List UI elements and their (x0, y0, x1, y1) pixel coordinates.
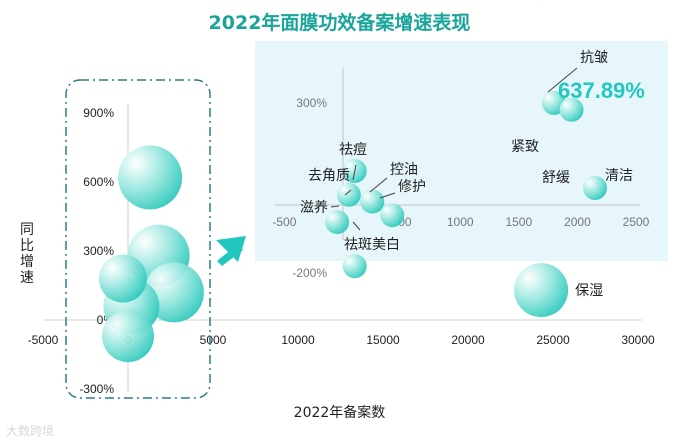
inset-x-tick-label: 1000 (447, 215, 474, 229)
bubble-main-point (102, 310, 154, 363)
inset-point-label: 滋养 (300, 200, 328, 216)
bubble-baoshi (514, 263, 569, 318)
inset-point-label: 修护 (398, 179, 426, 195)
inset-point-label: 抗皱 (580, 50, 608, 66)
inset-x-tick-label: -500 (272, 215, 296, 229)
zoom-arrow (216, 236, 246, 266)
inset-bubble-point (360, 189, 385, 214)
inset-point-label: 清洁 (605, 168, 633, 184)
bubble-label: 保湿 (575, 283, 603, 299)
y-axis-label: 同比增速 (20, 222, 34, 286)
inset-bubble-point (325, 210, 350, 234)
chart-title: 2022年面膜功效备案增速表现 (208, 12, 471, 34)
inset-y-tick-label: -200% (292, 266, 327, 280)
x-tick-label: 20000 (451, 333, 485, 347)
inset-bubble-point (336, 182, 361, 207)
x-tick-label: 15000 (366, 333, 400, 347)
inset-point-label: 控油 (390, 162, 418, 178)
watermark: 大数跨境 (6, 424, 55, 438)
x-tick-label: 25000 (536, 333, 570, 347)
inset-bubble-point (582, 176, 607, 200)
inset-panel (255, 41, 668, 261)
inset-point-label: 紧致 (511, 139, 539, 155)
bubble-main-point (118, 145, 183, 210)
inset-y-tick-label: 300% (296, 96, 327, 110)
inset-point-label: 去角质 (308, 168, 350, 184)
inset-point-label: 祛斑美白 (344, 237, 400, 253)
inset-bubble-point (380, 203, 405, 228)
x-tick-label: -5000 (28, 333, 59, 347)
y-tick-label: 900% (83, 106, 114, 120)
x-tick-label: 30000 (621, 333, 655, 347)
inset-bubble-point (559, 97, 584, 122)
y-tick-label: 300% (83, 244, 114, 258)
inset-point-label: 祛痘 (339, 142, 367, 158)
x-axis-label: 2022年备案数 (293, 405, 386, 421)
highlight-value-label: 637.89% (558, 78, 645, 103)
y-tick-label: -300% (79, 382, 114, 396)
inset-x-tick-label: 2000 (564, 215, 591, 229)
bubble-main-point (98, 254, 147, 303)
inset-x-tick-label: 2500 (623, 215, 650, 229)
leader-lines (330, 67, 578, 231)
x-tick-label: 10000 (281, 333, 315, 347)
inset-bubble-point (342, 254, 367, 279)
inset-x-tick-label: 1500 (505, 215, 532, 229)
inset-point-label: 舒缓 (542, 170, 570, 186)
zoom-selection-box (65, 79, 211, 399)
y-tick-label: 600% (83, 175, 114, 189)
x-tick-label: 5000 (200, 333, 227, 347)
